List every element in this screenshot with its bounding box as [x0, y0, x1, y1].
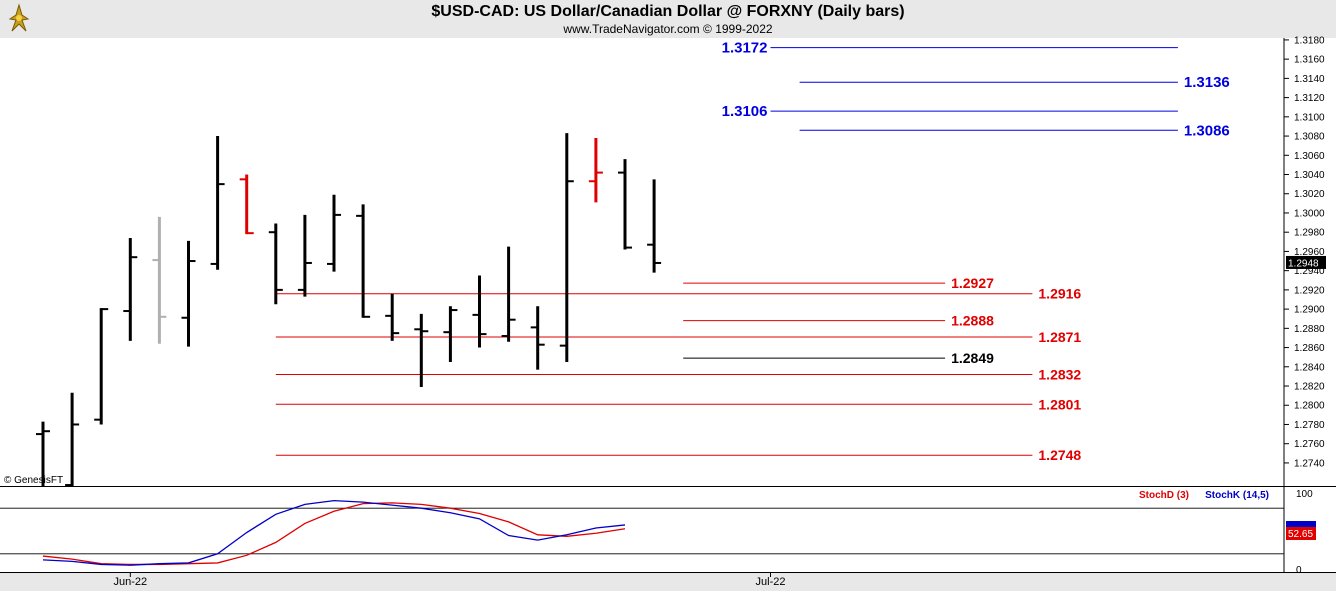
- stochastic-series-line: [42, 499, 626, 566]
- price-tick-label: 1.3100: [1294, 112, 1325, 123]
- time-tick-label: Jun-22: [113, 576, 147, 588]
- price-levels: 1.3172 1.3136 1.3106 1.3086 1.2927 1.2916 1.28…: [275, 40, 1230, 463]
- price-level-label: 1.3086: [1184, 122, 1230, 139]
- time-axis-ticks: Jun-22 Jul-22: [113, 573, 785, 588]
- price-tick-label: 1.2940: [1294, 266, 1325, 277]
- price-tick-label: 1.2900: [1294, 305, 1325, 316]
- stochastic-panel-background: [0, 487, 1284, 572]
- watermark-label: © GenesisFT: [4, 475, 63, 486]
- price-level-label: 1.3106: [722, 103, 768, 120]
- price-tick-label: 1.3040: [1294, 170, 1325, 181]
- price-tick-label: 1.3060: [1294, 151, 1325, 162]
- price-tick-label: 1.3160: [1294, 55, 1325, 66]
- price-level-label: 1.2927: [951, 275, 994, 291]
- stochastic-last-label: 52.65: [1288, 529, 1313, 540]
- price-panel-background: [0, 38, 1284, 486]
- price-tick-label: 1.2820: [1294, 382, 1325, 393]
- price-level-label: 1.2801: [1038, 396, 1081, 412]
- stochastic-tick-label: 0: [1296, 565, 1302, 576]
- price-level-label: 1.3172: [722, 40, 768, 57]
- price-tick-label: 1.2780: [1294, 420, 1325, 431]
- price-level-label: 1.2849: [951, 350, 994, 366]
- price-tick-label: 1.3140: [1294, 74, 1325, 85]
- price-level-label: 1.3136: [1184, 74, 1230, 91]
- price-level-label: 1.2748: [1038, 447, 1081, 463]
- price-tick-label: 1.3000: [1294, 208, 1325, 219]
- price-tick-label: 1.2960: [1294, 247, 1325, 258]
- price-tick-label: 1.2740: [1294, 458, 1325, 469]
- price-tick-label: 1.2760: [1294, 439, 1325, 450]
- price-tick-label: 1.3180: [1294, 35, 1325, 46]
- last-price-label: 1.2948: [1288, 258, 1319, 269]
- price-tick-label: 1.2840: [1294, 362, 1325, 373]
- trade-navigator-logo-icon: [2, 2, 36, 34]
- ohlc-bars: [36, 133, 662, 487]
- stochastic-legend-label: StochD (3): [1139, 490, 1189, 501]
- price-tick-label: 1.2920: [1294, 285, 1325, 296]
- stochastic-k-marker: [1286, 520, 1316, 527]
- stochastic-panel: 100 0 StochD (3) StochK (14,5) 52.65: [0, 489, 1316, 576]
- time-tick-label: Jul-22: [756, 576, 786, 588]
- price-level-label: 1.2832: [1038, 366, 1081, 382]
- price-level-label: 1.2888: [951, 313, 994, 329]
- chart-header: $USD-CAD: US Dollar/Canadian Dollar @ FO…: [0, 0, 1336, 37]
- price-tick-label: 1.2980: [1294, 228, 1325, 239]
- stochastic-tick-label: 100: [1296, 489, 1313, 500]
- stochastic-last-badge: [1286, 526, 1316, 540]
- last-price-badge: [1286, 255, 1326, 269]
- chart-title: $USD-CAD: US Dollar/Canadian Dollar @ FO…: [431, 3, 905, 20]
- price-tick-label: 1.2800: [1294, 401, 1325, 412]
- price-tick-label: 1.2860: [1294, 343, 1325, 354]
- price-axis-ticks: 1.3180 1.3160 1.3140 1.3120 1.3100 1.3080 1.30…: [1284, 35, 1326, 469]
- time-axis-background: [0, 573, 1336, 591]
- price-tick-label: 1.3120: [1294, 93, 1325, 104]
- stochastic-legend-label: StochK (14,5): [1205, 490, 1269, 501]
- price-tick-label: 1.3080: [1294, 132, 1325, 143]
- chart-subtitle: www.TradeNavigator.com © 1999-2022: [563, 22, 773, 36]
- price-tick-label: 1.3020: [1294, 189, 1325, 200]
- price-level-label: 1.2871: [1038, 329, 1081, 345]
- price-level-label: 1.2916: [1038, 286, 1081, 302]
- price-tick-label: 1.2880: [1294, 324, 1325, 335]
